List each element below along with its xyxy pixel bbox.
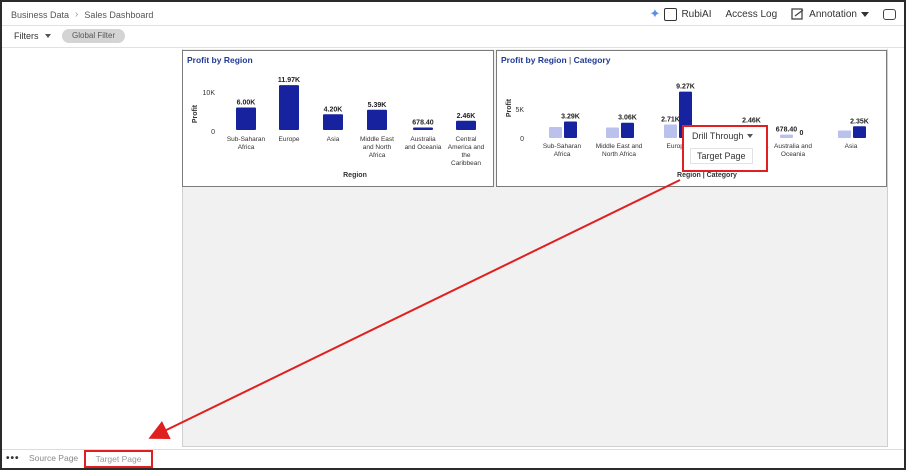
x-tick-label: and North [363, 144, 392, 151]
x-tick-label: America and [448, 144, 485, 151]
bar [621, 122, 634, 138]
drill-target-page-option[interactable]: Target Page [690, 148, 753, 164]
breadcrumb-root[interactable]: Business Data [11, 9, 70, 20]
page-tabs-bar: ••• Source Page Target Page [2, 449, 904, 468]
comments-button[interactable] [883, 8, 896, 20]
x-tick-label: Central [456, 136, 478, 143]
data-label: 678.40 [412, 119, 434, 126]
filters-dropdown[interactable]: Filters [14, 31, 51, 41]
more-options-icon[interactable]: ••• [6, 453, 20, 464]
x-tick-label: Middle East [360, 136, 394, 143]
annotation-button[interactable]: Annotation [791, 8, 869, 20]
topbar-actions: ✦ RubiAI Access Log Annotation [650, 6, 896, 22]
data-label: 2.46K [742, 118, 761, 125]
chart-title: Profit by Region | Category [501, 55, 610, 65]
annotation-label: Annotation [809, 8, 857, 20]
tab-target-page[interactable]: Target Page [84, 450, 153, 468]
bar [413, 127, 433, 130]
data-label: 11.97K [278, 77, 300, 84]
data-label: 3.06K [618, 115, 637, 122]
x-tick-label: Africa [238, 144, 255, 151]
drill-through-menu: Drill Through Target Page [682, 125, 768, 172]
drill-through-option[interactable]: Drill Through [692, 131, 754, 141]
x-tick-label: Asia [327, 136, 340, 143]
filter-bar: Filters Global Filter [2, 26, 904, 48]
bar [853, 126, 866, 138]
bar [549, 127, 562, 138]
bar [279, 85, 299, 130]
x-tick-label: Middle East and [596, 143, 643, 150]
data-label: 9.27K [676, 84, 695, 91]
global-filter-chip[interactable]: Global Filter [62, 29, 126, 43]
data-label: 4.20K [324, 106, 343, 113]
x-axis-label: Region [343, 172, 367, 179]
bar [564, 121, 577, 138]
chart-title: Profit by Region [187, 55, 253, 65]
chart-title-part-b: Category [573, 55, 611, 65]
x-tick-label: the [461, 152, 470, 159]
chevron-right-icon: › [75, 9, 79, 20]
tab-source-page[interactable]: Source Page [29, 453, 79, 463]
bar [838, 130, 851, 138]
bar [780, 134, 793, 138]
breadcrumb-current: Sales Dashboard [84, 9, 154, 20]
x-tick-label: Africa [554, 151, 571, 158]
top-bar: Business Data › Sales Dashboard ✦ RubiAI… [2, 2, 904, 26]
chevron-down-icon [861, 11, 869, 17]
x-tick-label: and Oceania [405, 144, 442, 151]
x-tick-label: Europe [667, 143, 688, 150]
data-label: 6.00K [237, 100, 256, 107]
x-tick-label: Caribbean [451, 160, 481, 167]
bar [367, 109, 387, 130]
data-label: 2.71K [661, 116, 680, 123]
access-log-label: Access Log [725, 8, 778, 20]
y-axis-label: Profit [192, 104, 199, 123]
y-tick-label: 0 [520, 136, 524, 143]
data-label: 678.40 [776, 127, 798, 134]
bar [323, 114, 343, 130]
y-tick-label: 5K [515, 107, 524, 114]
data-label: 3.29K [561, 114, 580, 121]
data-label: 0 [800, 130, 804, 137]
x-tick-label: North Africa [602, 151, 636, 158]
y-tick-label: 10K [203, 90, 216, 97]
sparkle-icon: ✦ [649, 6, 661, 21]
chart-title-separator: | [569, 55, 572, 65]
y-tick-label: 0 [211, 129, 215, 136]
bar [236, 107, 256, 130]
bar [606, 127, 619, 138]
x-tick-label: Europe [279, 136, 300, 143]
chart-title-part-a: Profit by Region [501, 55, 567, 65]
chart-panel-profit-by-region[interactable]: Profit by Region Profit 0 10K 6.00K Sub-Saha… [182, 50, 494, 187]
chevron-down-icon [747, 134, 754, 138]
data-label: 5.39K [368, 102, 387, 109]
data-label: 2.35K [850, 118, 869, 125]
access-log-button[interactable]: Access Log [725, 9, 777, 20]
x-tick-label: Africa [369, 152, 386, 159]
filters-label: Filters [14, 31, 39, 41]
rubiai-button[interactable]: ✦ RubiAI [650, 6, 712, 22]
x-tick-label: Oceania [781, 151, 806, 158]
comment-icon [883, 8, 896, 20]
bar [664, 124, 677, 138]
rubiai-icon [664, 7, 678, 21]
x-tick-label: Sub-Saharan [227, 136, 266, 143]
data-label: 2.46K [457, 113, 476, 120]
x-tick-label: Asia [845, 143, 858, 150]
x-tick-label: Australia and [774, 143, 812, 150]
x-tick-label: Australia [410, 136, 436, 143]
breadcrumb: Business Data › Sales Dashboard [11, 9, 153, 20]
drill-through-label: Drill Through [692, 131, 744, 141]
x-axis-label: Region | Category [677, 172, 737, 179]
bar [456, 120, 476, 130]
chart-svg: Profit010K6.00KSub-SaharanAfrica11.97KEu… [192, 77, 485, 179]
rubiai-label: RubiAI [681, 8, 712, 20]
chevron-down-icon [44, 34, 51, 38]
x-tick-label: Sub-Saharan [543, 143, 582, 150]
y-axis-label: Profit [506, 98, 513, 117]
annotation-icon [791, 8, 804, 20]
